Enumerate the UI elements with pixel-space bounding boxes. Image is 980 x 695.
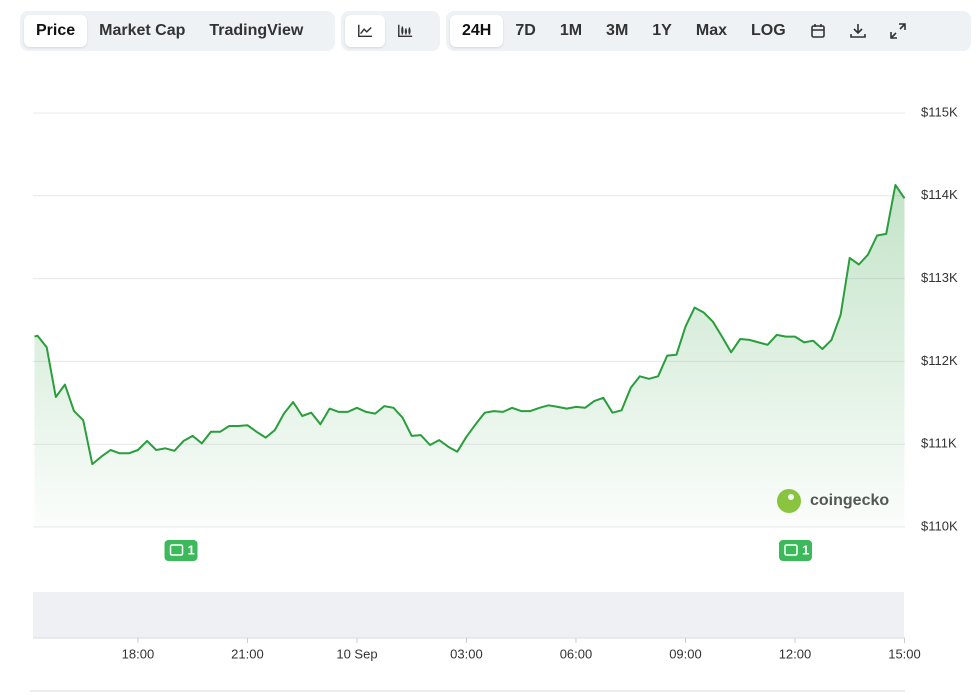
tab[interactable]: TradingView (209, 22, 304, 39)
news-count: 1 (188, 542, 195, 557)
x-tick-label: 15:00 (888, 646, 921, 661)
x-tick-label: 03:00 (450, 646, 483, 661)
price-area (34, 185, 905, 527)
y-tick-label: $113K (921, 270, 958, 285)
icon (810, 24, 825, 38)
price-line (34, 184, 906, 466)
icon (358, 24, 373, 38)
news-count: 1 (802, 542, 809, 557)
tab[interactable]: Market Cap (99, 22, 186, 39)
tab[interactable]: Price (24, 15, 88, 47)
x-tick-label: 12:00 (779, 646, 812, 661)
range[interactable]: Max (695, 22, 727, 39)
range[interactable]: 3M (606, 22, 629, 39)
chart-style (341, 11, 440, 51)
range[interactable]: 1M (559, 22, 583, 39)
x-tick-label: 06:00 (560, 646, 593, 661)
icon (398, 24, 413, 38)
news-icon (169, 544, 184, 556)
range[interactable]: 7D (515, 22, 536, 39)
y-tick-label: $110K (921, 518, 958, 533)
view-tabs: Price Market Cap TradingView (20, 11, 335, 51)
volume-band (33, 592, 904, 638)
x-tick-label: 10 Sep (336, 646, 377, 661)
x-tick-label: 18:00 (122, 646, 155, 661)
x-tick-label: 09:00 (669, 646, 702, 661)
candle-icon[interactable] (385, 15, 425, 47)
news-marker[interactable]: 1 (778, 540, 812, 561)
y-tick-label: $112K (921, 353, 958, 368)
range-tabs: 24H 7D 1M 3M 1Y Max LOG (446, 11, 971, 51)
download-icon[interactable] (838, 15, 878, 47)
y-tick-label: $111K (921, 436, 957, 451)
y-tick-label: $115K (921, 104, 958, 119)
icon (849, 24, 866, 38)
line-icon[interactable] (345, 15, 385, 47)
news-marker[interactable]: 1 (164, 540, 198, 561)
range[interactable]: LOG (750, 22, 786, 39)
calendar-icon[interactable] (798, 15, 838, 47)
x-tick-label: 21:00 (231, 646, 264, 661)
fullscreen-icon[interactable] (878, 15, 918, 47)
range[interactable]: 24H (450, 15, 504, 47)
icon (889, 23, 906, 39)
y-tick-label: $114K (921, 187, 958, 202)
range[interactable]: 1Y (652, 22, 672, 39)
news-icon (784, 544, 798, 556)
